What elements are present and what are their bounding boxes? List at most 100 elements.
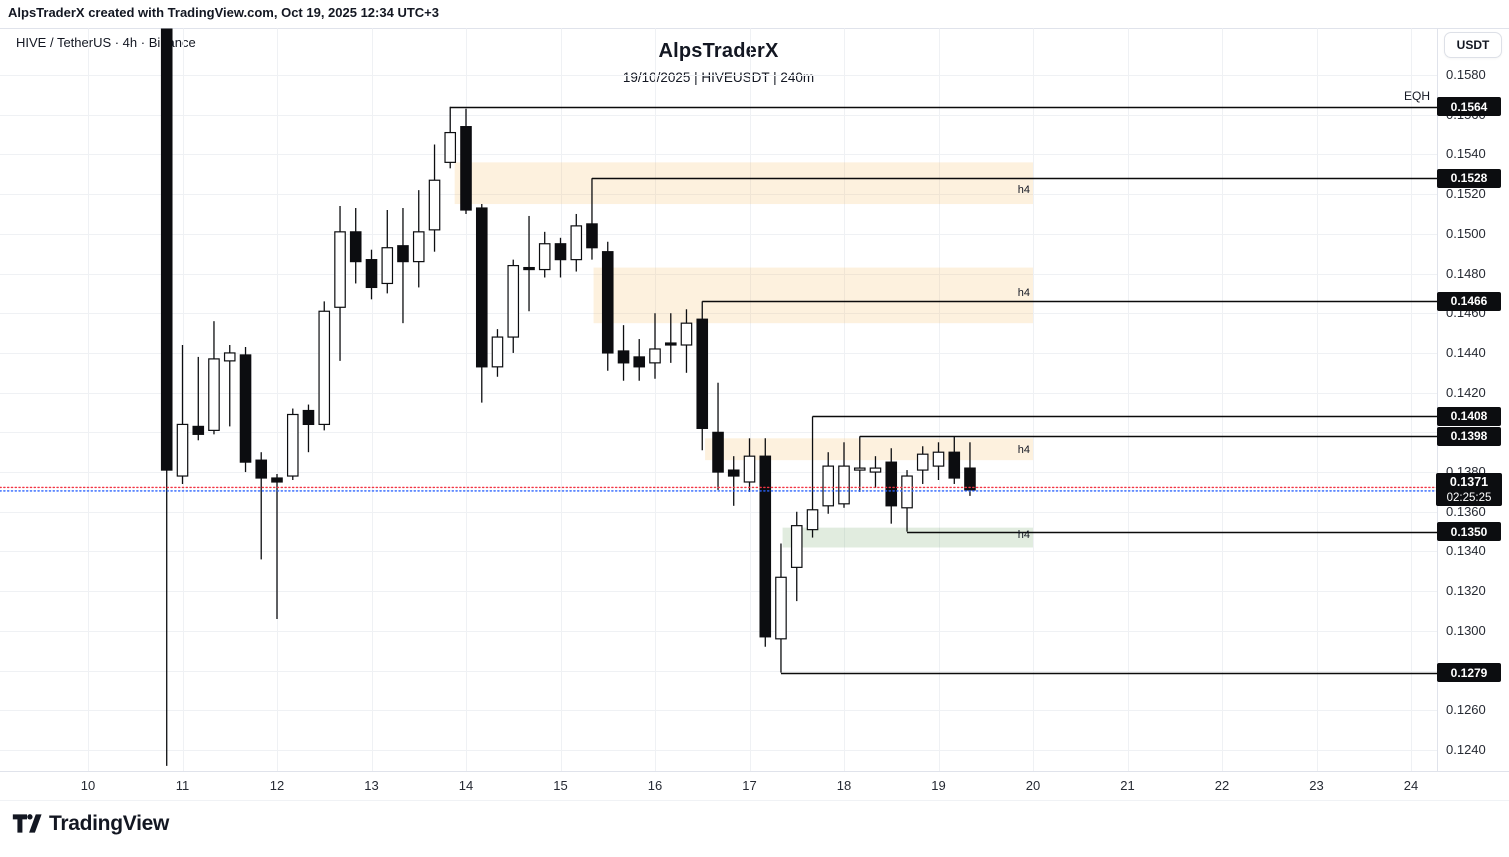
- price-tick[interactable]: 0.1580: [1446, 67, 1486, 82]
- price-tick[interactable]: 0.1440: [1446, 344, 1486, 360]
- candle: [932, 442, 945, 481]
- demand-zone: [782, 527, 1033, 548]
- time-axis-label[interactable]: 16: [647, 778, 663, 793]
- candle: [271, 474, 283, 619]
- price-tick[interactable]: 0.1320: [1446, 583, 1486, 599]
- price-tick[interactable]: 0.1240: [1446, 742, 1486, 757]
- time-axis-label[interactable]: 13: [364, 778, 379, 793]
- candle: [948, 436, 961, 484]
- candle: [208, 321, 220, 435]
- price-tick[interactable]: 0.1420: [1446, 384, 1486, 400]
- candle: [523, 215, 535, 312]
- candle: [491, 329, 504, 377]
- candle: [885, 448, 898, 524]
- time-axis-label[interactable]: 15: [553, 778, 568, 793]
- tradingview-logo-text: TradingView: [49, 811, 170, 835]
- time-axis-label[interactable]: 14: [458, 778, 474, 793]
- price-tick[interactable]: 0.1300: [1446, 622, 1486, 638]
- candle: [570, 213, 583, 272]
- candle: [428, 144, 441, 252]
- candles: [160, 28, 976, 766]
- level-price-label: 0.1564: [1437, 97, 1501, 117]
- candle: [586, 178, 598, 260]
- candle: [365, 249, 378, 300]
- zone-label-h4: h4: [1017, 287, 1030, 299]
- watermark-subtitle: 19/10/2025 | HIVEUSDT | 240m: [622, 70, 815, 85]
- price-tick[interactable]: 0.1340: [1446, 543, 1486, 559]
- candle: [302, 404, 315, 453]
- level-price-label: 0.1528: [1437, 168, 1501, 188]
- chart-top-border: [0, 28, 1509, 29]
- price-tick[interactable]: 0.1520: [1446, 186, 1486, 202]
- attribution-text: AlpsTraderX created with TradingView.com…: [8, 5, 439, 20]
- candle: [160, 28, 173, 766]
- current-price-label: 0.1371 02:25:25: [1436, 473, 1502, 507]
- time-axis-label[interactable]: 21: [1120, 778, 1135, 793]
- candle: [680, 309, 693, 373]
- level-price-label: 0.1408: [1437, 406, 1501, 426]
- candle: [822, 452, 835, 514]
- zone-label-h4: h4: [1017, 184, 1030, 196]
- time-axis-label[interactable]: 23: [1309, 778, 1324, 793]
- current-price-value: 0.1371: [1449, 474, 1489, 489]
- price-tick[interactable]: 0.1260: [1446, 702, 1486, 718]
- tradingview-logo[interactable]: TradingView: [12, 811, 169, 836]
- time-axis-label[interactable]: 22: [1214, 778, 1230, 793]
- candle: [649, 313, 661, 379]
- candle: [475, 204, 488, 403]
- candle: [633, 339, 646, 381]
- candle: [853, 436, 866, 492]
- zone-label-h4: h4: [1017, 529, 1030, 541]
- candle: [790, 511, 803, 602]
- time-axis-label[interactable]: 24: [1403, 778, 1419, 793]
- candle: [727, 456, 740, 506]
- time-axis-label[interactable]: 17: [742, 778, 757, 793]
- candle: [239, 346, 252, 473]
- time-axis-label[interactable]: 10: [80, 778, 96, 793]
- candle: [901, 470, 913, 532]
- candle: [223, 345, 236, 427]
- bar-countdown: 02:25:25: [1446, 491, 1492, 504]
- candle: [397, 208, 409, 324]
- price-tick[interactable]: 0.1360: [1446, 503, 1486, 519]
- candle: [806, 416, 819, 538]
- price-tick[interactable]: 0.1540: [1446, 146, 1486, 162]
- time-axis-label[interactable]: 19: [931, 778, 946, 793]
- candle: [460, 108, 472, 214]
- time-axis-label[interactable]: 11: [175, 778, 190, 793]
- candle: [381, 210, 394, 294]
- time-axis-label[interactable]: 12: [269, 778, 285, 793]
- candle: [617, 325, 630, 381]
- candle: [318, 301, 331, 431]
- price-tick[interactable]: 0.1480: [1446, 265, 1486, 281]
- time-axis-label[interactable]: 18: [836, 778, 852, 793]
- candle: [869, 456, 882, 488]
- currency-button[interactable]: USDT: [1444, 32, 1502, 58]
- candle: [743, 438, 756, 492]
- candle: [255, 452, 268, 560]
- time-axis-label[interactable]: 20: [1025, 778, 1041, 793]
- candle: [538, 231, 551, 278]
- candle: [664, 313, 677, 363]
- candle: [759, 438, 772, 647]
- candle: [554, 237, 567, 278]
- level-price-label: 0.1350: [1437, 522, 1501, 542]
- candle: [601, 241, 614, 371]
- price-tick[interactable]: 0.1500: [1446, 225, 1486, 241]
- time-axis-bottom-border: [0, 800, 1509, 801]
- supply-zone: [454, 162, 1033, 205]
- candle: [334, 206, 346, 361]
- candle: [176, 345, 189, 484]
- candle: [696, 301, 709, 451]
- candle: [444, 106, 457, 169]
- candle: [775, 543, 787, 673]
- level-price-label: 0.1279: [1437, 663, 1501, 683]
- candle: [412, 190, 425, 288]
- candle: [916, 446, 929, 484]
- candle: [838, 442, 850, 508]
- candle: [712, 382, 724, 490]
- supply-zone: [593, 267, 1033, 324]
- tradingview-logo-icon: [12, 814, 42, 833]
- candle: [286, 408, 299, 481]
